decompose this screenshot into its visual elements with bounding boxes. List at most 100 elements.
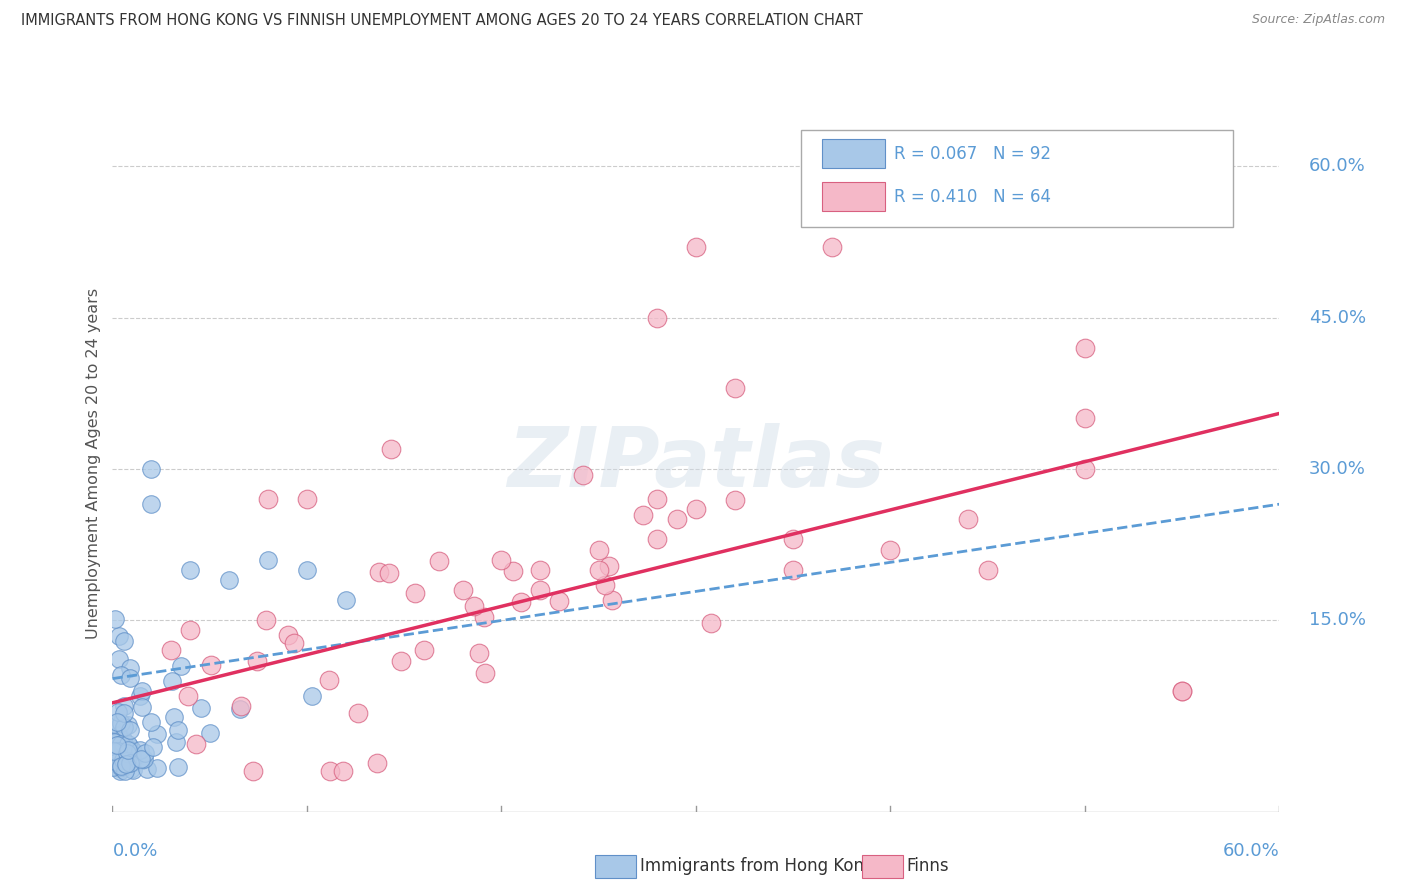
Point [463,599,485,614]
Point [588,563,610,577]
Point [117,718,139,732]
Point [107,728,129,742]
Point [108,741,131,756]
Point [120,739,142,754]
Point [146,727,169,741]
Point [110,751,132,765]
Point [120,756,142,770]
Point [229,702,252,716]
Point [110,764,132,778]
Point [132,752,155,766]
Point [104,744,127,758]
Text: R = 0.067   N = 92: R = 0.067 N = 92 [894,145,1052,162]
Point [295,563,318,577]
Point [167,723,190,738]
Point [1171,683,1194,698]
Point [142,739,165,754]
Point [112,720,135,734]
Point [595,578,617,592]
Point [114,764,136,779]
Point [110,754,132,768]
Point [115,746,138,760]
Point [121,764,143,778]
Point [165,735,187,749]
Point [472,610,495,624]
Point [112,706,135,720]
Point [332,764,354,779]
Point [645,310,668,325]
Point [112,634,135,648]
Point [724,381,747,395]
Point [179,563,201,577]
Point [318,673,340,687]
Point [105,715,128,730]
Point [1074,411,1097,425]
Point [117,737,139,751]
Point [111,753,134,767]
Point [254,613,277,627]
Text: R = 0.410   N = 64: R = 0.410 N = 64 [894,187,1052,206]
Point [242,764,264,779]
Point [110,734,132,748]
Point [118,661,141,675]
Text: Immigrants from Hong Kong: Immigrants from Hong Kong [640,857,875,875]
Point [117,741,139,756]
Point [176,689,198,703]
Point [162,674,184,689]
Point [598,558,620,573]
Point [103,760,125,774]
FancyBboxPatch shape [823,139,884,169]
Point [301,689,323,703]
Point [378,566,401,581]
Point [141,462,163,476]
Point [198,725,221,739]
Point [121,751,143,765]
Point [700,615,723,630]
Point [111,731,134,746]
Point [229,698,252,713]
Point [1074,341,1097,355]
Point [645,533,668,547]
Point [685,240,707,254]
Point [146,761,169,775]
Text: 0.0%: 0.0% [112,842,157,860]
Text: IMMIGRANTS FROM HONG KONG VS FINNISH UNEMPLOYMENT AMONG AGES 20 TO 24 YEARS CORR: IMMIGRANTS FROM HONG KONG VS FINNISH UNE… [21,13,863,29]
Point [112,752,135,766]
Point [685,502,707,516]
Point [121,744,143,758]
Point [110,762,132,776]
Point [128,742,150,756]
Point [665,512,688,526]
Point [821,240,844,254]
Point [451,582,474,597]
Point [295,492,318,507]
Point [110,667,132,681]
Point [110,760,132,774]
Point [645,492,668,507]
Point [107,733,129,747]
Point [529,582,551,597]
Point [529,563,551,577]
Point [277,628,299,642]
Point [879,542,901,557]
Point [105,753,128,767]
Point [104,612,127,626]
Point [1112,160,1135,174]
Point [107,744,129,758]
Point [404,585,426,599]
Point [120,762,142,776]
Point [136,762,159,776]
Point [141,497,163,511]
Point [112,757,135,772]
Point [163,710,186,724]
Point [389,654,412,668]
Point [572,468,595,483]
Point [131,684,153,698]
Text: ZIPatlas: ZIPatlas [508,424,884,504]
Point [139,714,162,729]
Text: 15.0%: 15.0% [1309,611,1365,629]
Point [246,654,269,668]
Point [110,715,132,730]
Point [335,593,357,607]
Point [103,744,125,758]
